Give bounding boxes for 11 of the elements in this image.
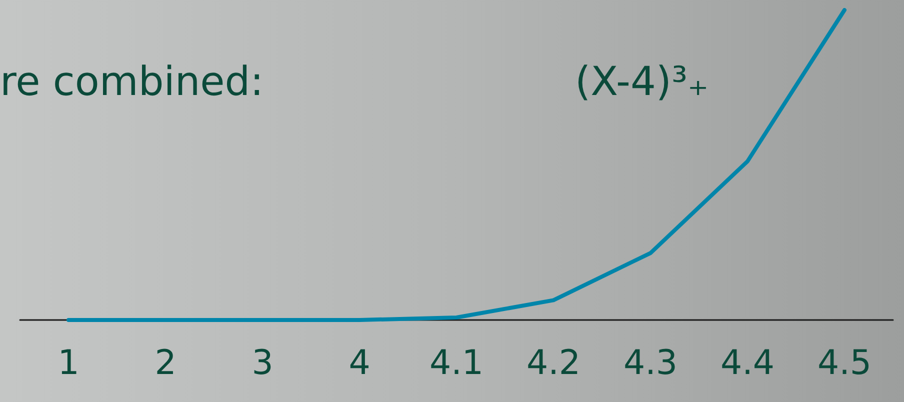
x-tick-label: 1 bbox=[58, 343, 80, 383]
x-tick-label: 2 bbox=[154, 343, 176, 383]
x-tick-label: 4.5 bbox=[817, 343, 872, 383]
x-tick-label: 4.4 bbox=[720, 343, 775, 383]
x-tick-label: 4.1 bbox=[429, 343, 484, 383]
annotation: (X-4)³₊ bbox=[575, 59, 709, 105]
x-tick-label: 4 bbox=[348, 343, 370, 383]
x-tick-label: 3 bbox=[252, 343, 274, 383]
x-tick-label: 4.2 bbox=[526, 343, 581, 383]
x-tick-label: 4.3 bbox=[623, 343, 678, 383]
annotation: re combined: bbox=[0, 59, 264, 105]
